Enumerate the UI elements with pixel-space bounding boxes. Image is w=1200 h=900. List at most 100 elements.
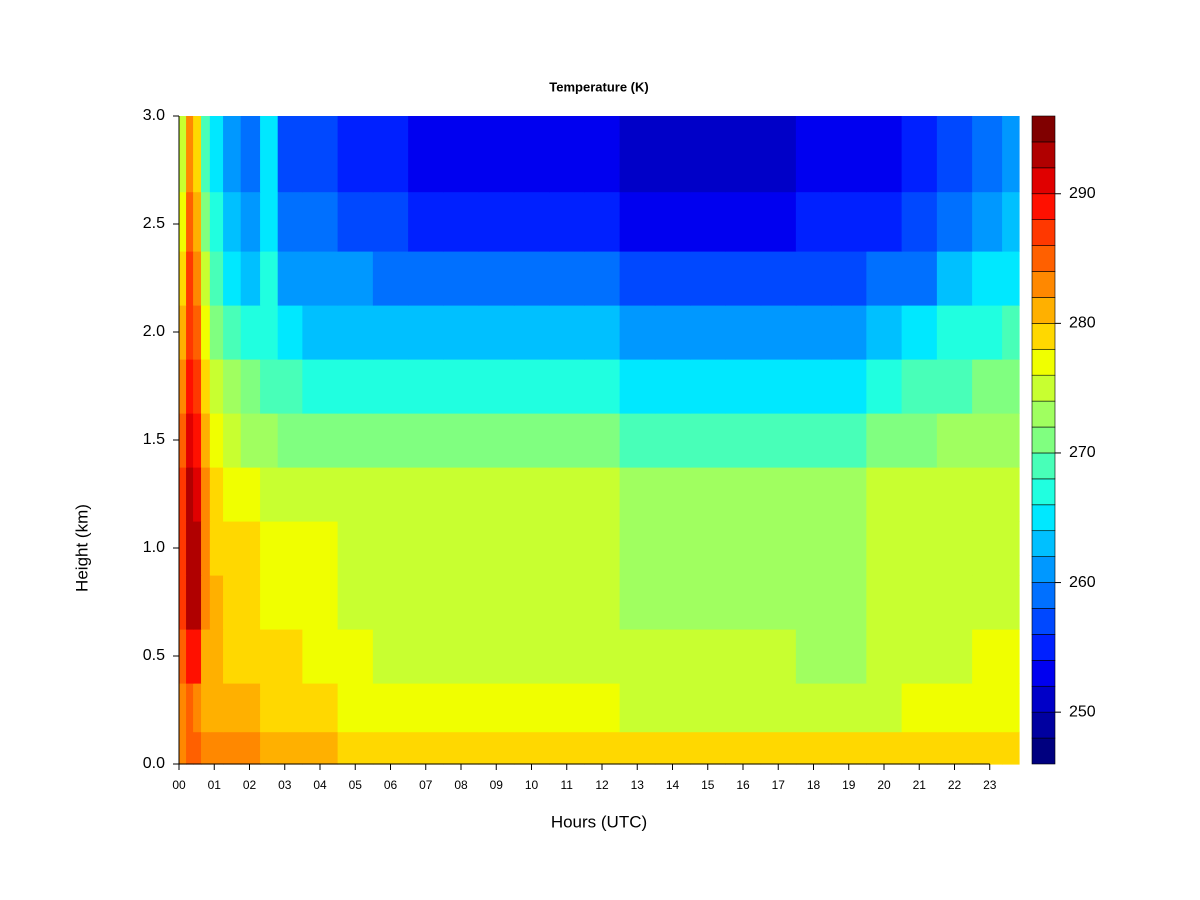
heatmap-cell [760, 251, 797, 306]
heatmap-cell [179, 413, 187, 468]
heatmap-cell [901, 629, 938, 684]
heatmap-cell [443, 251, 480, 306]
heatmap-cell [443, 521, 480, 576]
heatmap-cell [1002, 116, 1020, 193]
heatmap-cell [549, 116, 585, 193]
heatmap-cell [223, 731, 242, 765]
heatmap-cell [478, 521, 515, 576]
x-tick-label: 17 [772, 778, 786, 792]
heatmap-cell [584, 467, 621, 522]
y-tick-label: 0.5 [143, 647, 165, 664]
heatmap-cell [372, 467, 409, 522]
heatmap-cell [584, 683, 621, 733]
heatmap-cell [972, 467, 1003, 522]
heatmap-cell [690, 116, 726, 193]
heatmap-cell [513, 521, 550, 576]
colorbar-segment [1031, 400, 1056, 428]
heatmap-cell [193, 467, 202, 522]
heatmap-cell [478, 359, 515, 414]
heatmap-cell [549, 575, 585, 630]
heatmap-cell [725, 731, 762, 765]
heatmap-cell [372, 575, 409, 630]
axes: 0.0 0.5 1.0 1.5 2.0 2.5 3.0 00 01 02 03 04 05 06 07 08 0… [143, 107, 1096, 792]
colorbar-tick-label: 290 [1069, 185, 1096, 202]
heatmap-cell [223, 575, 242, 630]
heatmap-cell [901, 521, 938, 576]
heatmap-cell [725, 359, 762, 414]
heatmap-cell [277, 116, 303, 193]
heatmap-cell [478, 629, 515, 684]
heatmap-cell [372, 731, 409, 765]
heatmap-cell [408, 521, 444, 576]
heatmap-cell [223, 359, 242, 414]
heatmap-cell [478, 116, 515, 193]
heatmap-cell [408, 251, 444, 306]
heatmap-cell [866, 731, 903, 765]
heatmap-cell [277, 683, 303, 733]
heatmap-cell [972, 521, 1003, 576]
heatmap-cell [201, 521, 211, 576]
heatmap-cell [209, 467, 224, 522]
heatmap-cell [478, 305, 515, 360]
heatmap-cell [760, 467, 797, 522]
colorbar-segment [1031, 115, 1056, 143]
heatmap-cell [186, 467, 194, 522]
heatmap-cell [201, 731, 211, 765]
heatmap-cell [584, 413, 621, 468]
y-tick-label: 1.0 [143, 539, 165, 556]
heatmap-cell [193, 413, 202, 468]
x-tick-label: 13 [631, 778, 645, 792]
heatmap-cell [277, 467, 303, 522]
heatmap-cell [260, 116, 279, 193]
heatmap-cell [549, 521, 585, 576]
heatmap-cell [372, 521, 409, 576]
heatmap-cell [513, 251, 550, 306]
heatmap-cell [725, 305, 762, 360]
heatmap-cell [260, 413, 279, 468]
heatmap-cell [1002, 575, 1020, 630]
heatmap-cell [584, 116, 621, 193]
colorbar-tick-label: 260 [1069, 574, 1096, 591]
heatmap-cell [1002, 191, 1020, 252]
heatmap-cell [186, 251, 194, 306]
heatmap-cell [186, 116, 194, 193]
heatmap-cell [690, 191, 726, 252]
colorbar-tick-label: 280 [1069, 315, 1096, 332]
x-tick-label: 03 [278, 778, 292, 792]
heatmap-cell [549, 467, 585, 522]
heatmap-cell [619, 305, 656, 360]
heatmap-cell [186, 413, 194, 468]
x-tick-label: 15 [701, 778, 715, 792]
heatmap-cell [240, 683, 261, 733]
heatmap-cell [1002, 305, 1020, 360]
heatmap-cell [240, 575, 261, 630]
heatmap-cell [408, 683, 444, 733]
heatmap-cell [179, 467, 187, 522]
heatmap-cell [584, 629, 621, 684]
heatmap-cell [795, 251, 832, 306]
heatmap-cell [302, 305, 339, 360]
heatmap-cell [760, 413, 797, 468]
heatmap-cell [443, 191, 480, 252]
heatmap-cell [337, 413, 374, 468]
heatmap-cell [302, 575, 339, 630]
heatmap-cell [725, 629, 762, 684]
heatmap-cell [654, 251, 691, 306]
heatmap-cell [260, 305, 279, 360]
heatmap-cell [223, 251, 242, 306]
heatmap-cell [260, 251, 279, 306]
heatmap-cell [795, 305, 832, 360]
heatmap-cell [193, 521, 202, 576]
heatmap-cell [795, 731, 832, 765]
heatmap-cell [549, 191, 585, 252]
x-tick-label: 00 [172, 778, 186, 792]
heatmap-cell [936, 467, 973, 522]
colorbar-segment [1031, 530, 1056, 557]
heatmap-cell [337, 521, 374, 576]
heatmap-cell [725, 575, 762, 630]
heatmap-cell [260, 731, 279, 765]
heatmap-cell [831, 413, 867, 468]
heatmap-cell [936, 191, 973, 252]
heatmap-cell [725, 413, 762, 468]
heatmap-cell [725, 191, 762, 252]
